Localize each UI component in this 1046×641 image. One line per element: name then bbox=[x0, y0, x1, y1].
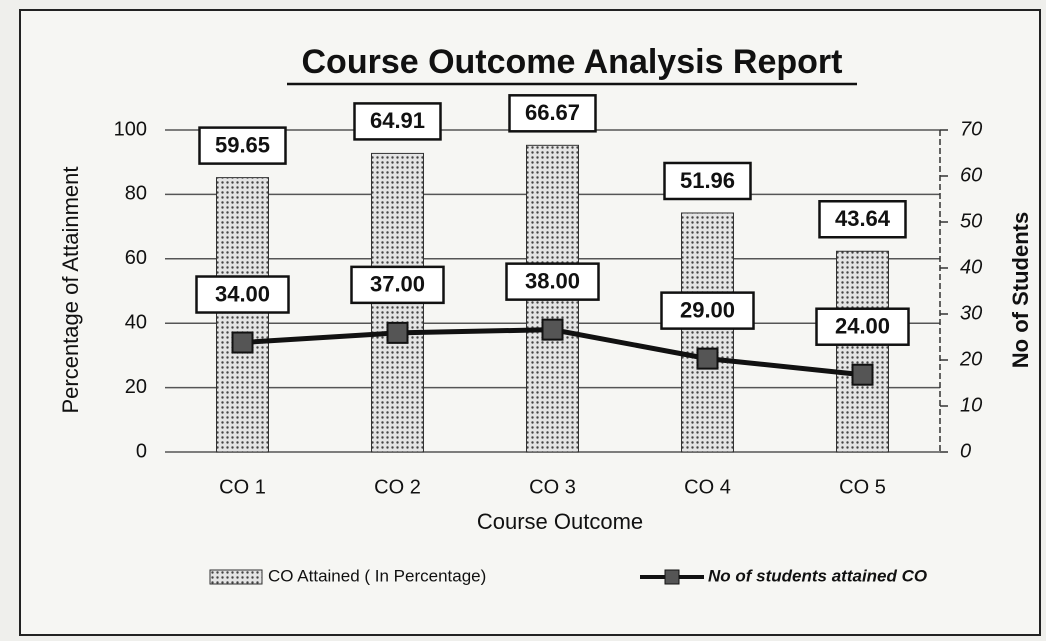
data-label: 34.00 bbox=[215, 281, 270, 306]
y-tick-label: 20 bbox=[125, 376, 147, 398]
y-tick-label: 80 bbox=[125, 183, 147, 205]
bar bbox=[681, 212, 734, 453]
data-label: 59.65 bbox=[215, 132, 270, 157]
legend-label: CO Attained ( In Percentage) bbox=[268, 566, 486, 585]
data-label: 38.00 bbox=[525, 268, 580, 293]
y2-tick-label: 40 bbox=[960, 256, 982, 278]
legend-marker bbox=[664, 569, 680, 585]
data-label: 43.64 bbox=[835, 206, 891, 231]
y2-axis-label: No of Students bbox=[1008, 212, 1033, 368]
x-axis-label: Course Outcome bbox=[477, 509, 643, 534]
y2-tick-label: 70 bbox=[960, 118, 982, 140]
y-tick-label: 100 bbox=[114, 118, 147, 140]
data-label: 24.00 bbox=[835, 314, 890, 339]
marker bbox=[696, 347, 719, 370]
marker bbox=[851, 363, 874, 386]
data-label-box bbox=[818, 200, 907, 239]
x-tick-label: CO 2 bbox=[374, 476, 421, 498]
bar bbox=[836, 250, 889, 453]
data-label-box bbox=[505, 262, 600, 301]
data-label-box bbox=[660, 291, 755, 330]
data-label: 37.00 bbox=[370, 272, 425, 297]
data-label: 66.67 bbox=[525, 100, 580, 125]
legend-swatch bbox=[209, 569, 263, 585]
y-tick-label: 40 bbox=[125, 311, 147, 333]
data-label-box bbox=[353, 102, 442, 141]
marker bbox=[541, 318, 564, 341]
data-label-box bbox=[198, 126, 287, 165]
y-tick-label: 0 bbox=[136, 440, 147, 462]
data-label-box bbox=[195, 275, 290, 314]
y2-tick-label: 20 bbox=[959, 348, 982, 370]
y-axis-label: Percentage of Attainment bbox=[58, 166, 83, 413]
chart-title: Course Outcome Analysis Report bbox=[302, 43, 843, 81]
marker bbox=[386, 321, 409, 344]
y2-tick-label: 0 bbox=[960, 440, 971, 462]
data-label: 29.00 bbox=[680, 297, 735, 322]
data-label-box bbox=[815, 307, 910, 346]
y-tick-label: 60 bbox=[125, 247, 147, 269]
x-tick-label: CO 1 bbox=[219, 476, 266, 498]
y2-tick-label: 50 bbox=[960, 210, 982, 232]
x-tick-label: CO 3 bbox=[529, 476, 576, 498]
marker bbox=[231, 331, 254, 354]
y2-tick-label: 60 bbox=[960, 164, 982, 186]
legend-label: No of students attained CO bbox=[708, 566, 927, 585]
x-tick-label: CO 4 bbox=[684, 476, 731, 498]
bar bbox=[216, 177, 269, 453]
data-label: 64.91 bbox=[370, 108, 425, 133]
x-tick-label: CO 5 bbox=[839, 476, 886, 498]
y2-tick-label: 10 bbox=[960, 394, 982, 416]
y2-tick-label: 30 bbox=[960, 302, 982, 324]
data-label-box bbox=[350, 265, 445, 305]
data-label-box bbox=[663, 161, 752, 201]
data-label: 51.96 bbox=[680, 168, 735, 193]
data-label-box bbox=[508, 94, 597, 133]
